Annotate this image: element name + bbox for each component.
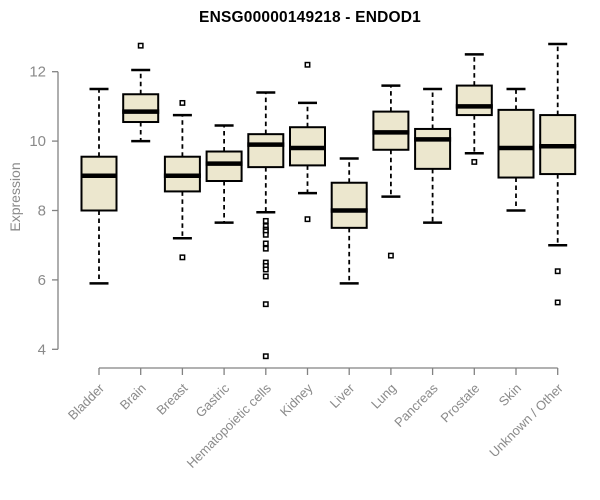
outlier-point — [304, 216, 311, 223]
outlier-point — [262, 273, 269, 280]
chart-title: ENSG00000149218 - ENDOD1 — [199, 9, 421, 26]
x-axis-category-label: Liver — [327, 380, 358, 411]
x-axis-category-label: Brain — [117, 381, 149, 413]
y-axis-tick-label: 4 — [38, 341, 46, 358]
y-axis-title: Expression — [7, 162, 23, 232]
iqr-box — [497, 108, 535, 179]
x-axis-category-label: Pancreas — [391, 380, 441, 430]
outlier-point — [262, 231, 269, 238]
y-axis-tick-label: 10 — [29, 133, 46, 150]
x-axis-category-label: Breast — [153, 380, 190, 417]
outlier-point — [262, 217, 269, 224]
x-axis-category-label: Kidney — [277, 380, 316, 419]
outlier-point — [179, 99, 186, 106]
x-axis-category-label: Lung — [368, 381, 399, 412]
y-axis-tick-label: 12 — [29, 64, 46, 81]
outlier-point — [262, 245, 269, 252]
y-axis-tick-label: 8 — [38, 203, 46, 220]
x-axis-category-label: Prostate — [438, 381, 483, 426]
outlier-point — [137, 42, 144, 49]
outlier-point — [179, 254, 186, 261]
iqr-box — [122, 93, 160, 124]
outlier-point — [304, 61, 311, 68]
outlier-point — [262, 301, 269, 308]
x-axis-category-label: Unknown / Other — [486, 380, 566, 460]
x-axis-category-label: Gastric — [193, 380, 233, 420]
iqr-box — [455, 84, 493, 117]
x-axis-category-label: Skin — [496, 381, 524, 409]
outlier-point — [262, 266, 269, 273]
outlier-point — [471, 158, 478, 165]
outlier-point — [387, 252, 394, 259]
iqr-box — [247, 133, 285, 169]
iqr-box — [205, 150, 243, 183]
iqr-box — [80, 155, 118, 212]
y-axis-tick-label: 6 — [38, 272, 46, 289]
outlier-point — [262, 240, 269, 247]
outlier-point — [262, 353, 269, 360]
outlier-point — [554, 268, 561, 275]
outlier-point — [554, 299, 561, 306]
x-axis-category-label: Bladder — [65, 380, 108, 423]
iqr-box — [330, 181, 368, 229]
iqr-box — [414, 127, 452, 170]
